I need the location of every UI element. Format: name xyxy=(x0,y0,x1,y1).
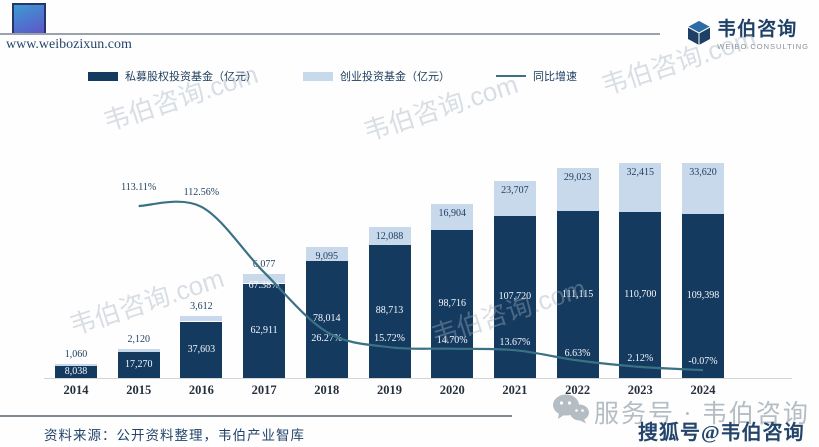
year-label-2024: 2024 xyxy=(690,383,716,397)
growth-label-2018: 26.27% xyxy=(311,332,343,344)
legend-label-growth: 同比增速 xyxy=(533,71,577,83)
pe-swatch-icon xyxy=(88,71,118,81)
growth-label-2023: 2.12% xyxy=(627,352,654,364)
bar-segment-pe-2014 xyxy=(55,365,97,378)
growth-label-2022: 6.63% xyxy=(564,348,591,360)
vc-value-label-2017: 6,077 xyxy=(252,259,276,271)
growth-line-swatch-icon xyxy=(496,75,526,77)
year-label-2016: 2016 xyxy=(188,383,214,397)
chart-legend: 私募股权投资基金（亿元） 创业投资基金（亿元） 同比增速 xyxy=(88,68,577,84)
vc-value-label-2022: 29,023 xyxy=(563,171,592,183)
year-label-2014: 2014 xyxy=(63,383,89,397)
growth-label-2019: 15.72% xyxy=(374,333,405,345)
pe-value-label-2015: 17,270 xyxy=(124,359,153,370)
vc-value-label-2024: 33,620 xyxy=(689,167,717,179)
legend-item-vc: 创业投资基金（亿元） xyxy=(303,68,450,84)
pe-value-label-2021: 107,720 xyxy=(498,291,532,303)
vc-value-label-2016: 3,612 xyxy=(190,301,213,313)
vc-value-label-2023: 32,415 xyxy=(626,167,655,178)
vc-value-label-2021: 23,707 xyxy=(501,184,529,196)
source-note: 资料来源：公开资料整理，韦伯产业智库 xyxy=(44,428,305,443)
legend-item-growth: 同比增速 xyxy=(496,68,577,84)
x-axis-line xyxy=(44,378,792,379)
vc-value-label-2019: 12,088 xyxy=(375,230,404,242)
vc-swatch-icon xyxy=(303,71,333,81)
wechat-icon xyxy=(552,394,590,424)
vc-value-label-2018: 9,095 xyxy=(315,251,339,263)
pe-value-label-2014: 8,038 xyxy=(64,366,88,377)
service-account-watermark: 服务号 · 韦伯咨询 xyxy=(594,401,810,428)
brand-square-icon xyxy=(12,3,46,35)
legend-label-vc: 创业投资基金（亿元） xyxy=(340,71,450,83)
legend-label-pe: 私募股权投资基金（亿元） xyxy=(125,71,257,83)
year-label-2020: 2020 xyxy=(439,383,465,397)
legend-item-pe: 私募股权投资基金（亿元） xyxy=(88,68,257,84)
company-logo: 韦伯咨询 WEIBO CONSULTING xyxy=(687,20,809,51)
site-url: www.weibozixun.com xyxy=(6,37,132,52)
growth-label-2015: 113.11% xyxy=(121,182,157,193)
vc-value-label-2014: 1,060 xyxy=(64,349,88,361)
growth-label-2024: -0.07% xyxy=(688,356,718,368)
year-label-2019: 2019 xyxy=(377,383,402,397)
year-label-2023: 2023 xyxy=(627,383,653,397)
hexagon-logo-icon xyxy=(687,20,711,46)
pe-value-label-2020: 98,716 xyxy=(438,297,466,309)
growth-label-2017: 67.38% xyxy=(248,280,280,292)
logo-name: 韦伯咨询 xyxy=(717,19,798,40)
sohu-account-label: 搜狐号@韦伯咨询 xyxy=(638,422,805,444)
year-label-2017: 2017 xyxy=(251,383,277,397)
logo-subtitle: WEIBO CONSULTING xyxy=(717,42,809,51)
year-label-2021: 2021 xyxy=(502,383,528,397)
growth-label-2021: 13.67% xyxy=(499,337,531,349)
year-label-2015: 2015 xyxy=(126,383,152,397)
bar-segment-vc-2014 xyxy=(55,364,97,366)
year-label-2018: 2018 xyxy=(314,383,340,397)
pe-value-label-2023: 110,700 xyxy=(624,288,657,300)
pe-value-label-2024: 109,398 xyxy=(686,289,720,301)
pe-value-label-2022: 111,115 xyxy=(561,288,594,300)
vc-value-label-2020: 16,904 xyxy=(438,208,466,220)
watermark-text-0: 韦伯咨询.com xyxy=(99,58,262,137)
year-label-2022: 2022 xyxy=(565,383,591,397)
growth-label-2016: 112.56% xyxy=(183,186,220,198)
pe-value-label-2016: 37,603 xyxy=(187,343,216,355)
footer-divider xyxy=(0,415,512,417)
pe-value-label-2018: 78,014 xyxy=(313,313,341,325)
header-divider xyxy=(0,33,660,35)
vc-value-label-2015: 2,120 xyxy=(127,333,150,345)
growth-label-2020: 14.70% xyxy=(436,334,468,346)
pe-value-label-2017: 62,911 xyxy=(250,324,278,336)
pe-value-label-2019: 88,713 xyxy=(375,305,404,317)
